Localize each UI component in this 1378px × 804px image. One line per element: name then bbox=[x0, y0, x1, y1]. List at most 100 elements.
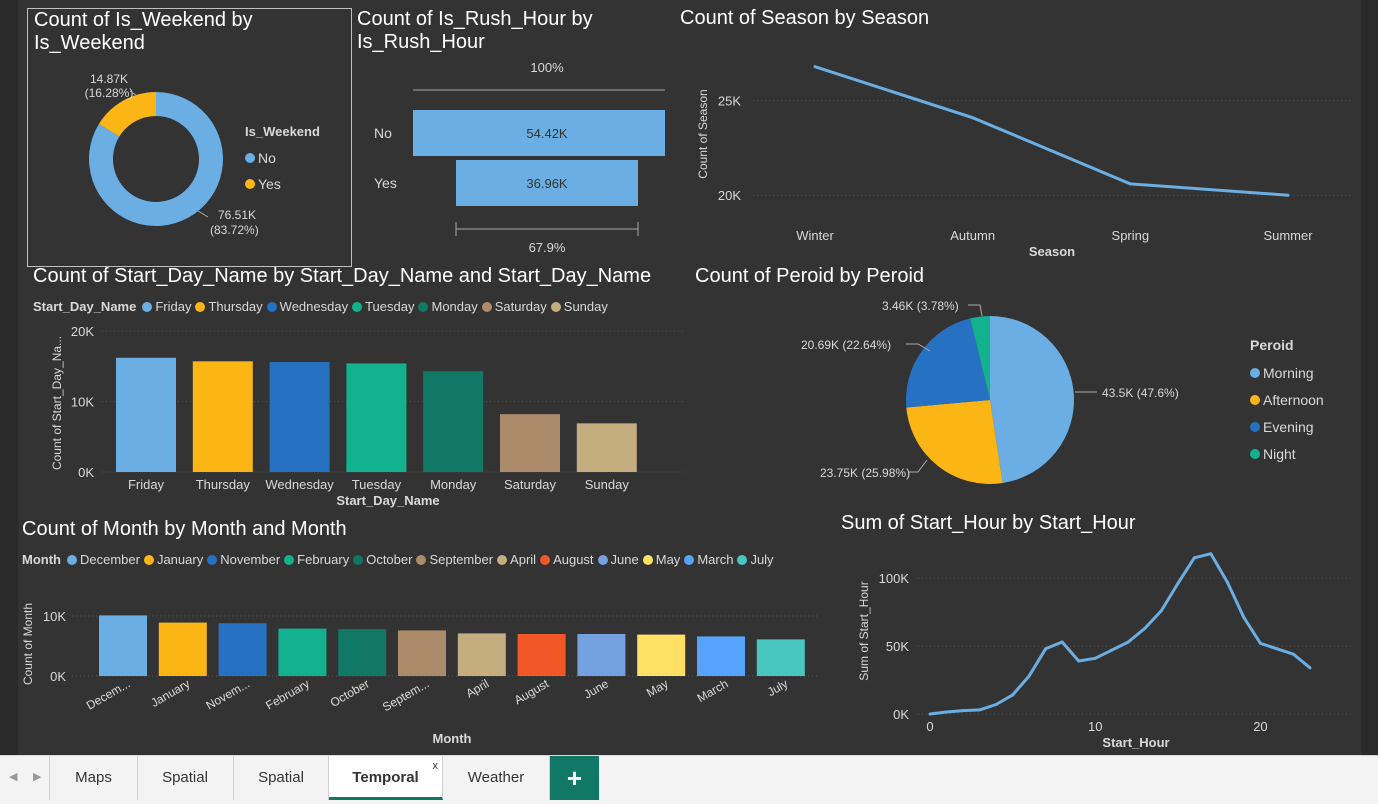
tab-temporal[interactable]: Temporal x bbox=[329, 756, 443, 800]
rush-title-line1: Count of Is_Rush_Hour by bbox=[357, 8, 593, 30]
month-legend-title: Month bbox=[22, 552, 61, 567]
month-bar bbox=[278, 628, 327, 676]
month-legend-item[interactable]: November bbox=[207, 552, 280, 567]
period-legend-item[interactable]: Morning bbox=[1250, 359, 1324, 386]
month-xtick: February bbox=[263, 676, 312, 712]
tab-spatial-1[interactable]: Spatial bbox=[137, 756, 234, 800]
day-chart-title: Count of Start_Day_Name by Start_Day_Nam… bbox=[33, 265, 652, 287]
tab-scroll-right-icon[interactable]: ▶ bbox=[33, 771, 42, 783]
hour-point bbox=[1242, 616, 1246, 620]
hour-point bbox=[1209, 552, 1213, 556]
hour-xtick: 10 bbox=[1088, 719, 1102, 734]
day-legend-item[interactable]: Saturday bbox=[481, 299, 547, 314]
period-morning-label: 43.5K (47.6%) bbox=[1102, 386, 1179, 400]
month-legend-label: June bbox=[610, 552, 639, 567]
rush-chart-title: Count of Is_Rush_Hour by Is_Rush_Hour bbox=[357, 8, 593, 54]
hour-ytick: 50K bbox=[886, 639, 909, 654]
rush-top-pct: 100% bbox=[530, 60, 564, 75]
hour-point bbox=[1143, 626, 1147, 630]
canvas-right-margin bbox=[1361, 0, 1378, 755]
weekend-chart-title: Count of Is_Weekend by Is_Weekend bbox=[34, 9, 253, 55]
hour-xtick: 20 bbox=[1253, 719, 1267, 734]
season-xtick: Spring bbox=[1112, 228, 1150, 243]
tab-maps[interactable]: Maps bbox=[49, 756, 138, 800]
day-ytick: 20K bbox=[71, 324, 94, 339]
period-legend-item[interactable]: Evening bbox=[1250, 413, 1324, 440]
period-legend-label: Morning bbox=[1263, 364, 1314, 381]
rush-hour-funnel-visual[interactable]: Count of Is_Rush_Hour by Is_Rush_Hour 10… bbox=[355, 8, 665, 260]
month-bar bbox=[457, 633, 506, 676]
month-legend-label: December bbox=[79, 552, 140, 567]
month-legend-item[interactable]: April bbox=[497, 552, 536, 567]
day-bar-saturday bbox=[500, 414, 560, 472]
month-xtick: August bbox=[512, 676, 552, 707]
start-hour-line-visual[interactable]: Sum of Start_Hour by Start_Hour 100K 50K 0… bbox=[833, 509, 1353, 753]
season-line-visual[interactable]: Count of Season by Season 25K 20K Winter Au… bbox=[673, 4, 1353, 262]
rush-bar-yes bbox=[455, 160, 639, 206]
tab-weather[interactable]: Weather bbox=[443, 756, 550, 800]
month-legend-item[interactable]: January bbox=[143, 552, 204, 567]
day-legend-label: Tuesday bbox=[365, 299, 415, 314]
day-legend-item[interactable]: Friday bbox=[142, 299, 191, 314]
season-ytick: 20K bbox=[718, 188, 741, 203]
rush-title-line2: Is_Rush_Hour bbox=[357, 31, 485, 53]
day-legend-item[interactable]: Wednesday bbox=[266, 299, 348, 314]
tab-maps-label: Maps bbox=[75, 769, 112, 786]
month-bar-visual[interactable]: Count of Month by Month and Month Month … bbox=[18, 516, 818, 752]
day-legend-item[interactable]: Tuesday bbox=[352, 299, 414, 314]
day-legend-item[interactable]: Thursday bbox=[195, 299, 263, 314]
legend-dot-icon bbox=[207, 554, 218, 565]
month-bar bbox=[99, 615, 147, 676]
month-legend-item[interactable]: September bbox=[416, 552, 493, 567]
hour-point bbox=[1077, 659, 1081, 663]
day-legend: Start_Day_Name Friday Thursday Wednesday Tu… bbox=[33, 299, 612, 314]
month-legend-item[interactable]: August bbox=[540, 552, 594, 567]
rush-bar-value: 36.96K bbox=[526, 176, 568, 191]
legend-dot-icon bbox=[1250, 367, 1260, 378]
weekend-legend-yes-label: Yes bbox=[258, 176, 281, 192]
month-legend-label: January bbox=[156, 552, 204, 567]
pie-slice-night bbox=[970, 316, 990, 400]
month-legend-item[interactable]: March bbox=[684, 552, 733, 567]
period-pie-svg: 43.5K (47.6%) 23.75K (25.98%) 20.69K (22.6… bbox=[801, 299, 1179, 484]
day-legend-item[interactable]: Sunday bbox=[550, 299, 608, 314]
hour-point bbox=[1159, 609, 1163, 613]
weekend-yes-pct-label: (16.28%) bbox=[85, 86, 134, 100]
add-page-button[interactable]: + bbox=[550, 756, 599, 800]
weekend-donut-visual[interactable]: Count of Is_Weekend by Is_Weekend 14.87K… bbox=[27, 8, 352, 267]
period-pie-visual[interactable]: Count of Peroid by Peroid 43.5K (47.6%) 2… bbox=[688, 263, 1353, 503]
period-legend-item[interactable]: Night bbox=[1250, 440, 1324, 467]
month-legend-item[interactable]: October bbox=[353, 552, 412, 567]
period-legend-item[interactable]: Afternoon bbox=[1250, 386, 1324, 413]
season-point bbox=[1128, 182, 1132, 186]
close-tab-icon[interactable]: x bbox=[432, 760, 439, 772]
tab-scroll-left-icon[interactable]: ◀ bbox=[9, 771, 18, 783]
season-point bbox=[813, 65, 817, 69]
month-legend-label: November bbox=[220, 552, 281, 567]
weekend-legend-no[interactable]: No bbox=[245, 145, 320, 171]
period-legend-label: Night bbox=[1263, 445, 1296, 462]
hour-point bbox=[928, 712, 932, 716]
month-ylabel: Count of Month bbox=[21, 603, 35, 685]
hour-point bbox=[1093, 656, 1097, 660]
hour-point bbox=[994, 702, 998, 706]
period-legend-title: Peroid bbox=[1250, 337, 1294, 353]
day-ylabel: Count of Start_Day_Na... bbox=[50, 336, 64, 470]
day-bar-tuesday bbox=[346, 363, 407, 472]
day-name-bar-visual[interactable]: Count of Start_Day_Name by Start_Day_Nam… bbox=[24, 263, 684, 513]
tab-spatial-2[interactable]: Spatial bbox=[234, 756, 329, 800]
legend-dot-icon bbox=[1250, 448, 1260, 459]
weekend-no-leader bbox=[197, 210, 209, 218]
legend-dot-icon bbox=[142, 301, 153, 312]
report-canvas: Count of Is_Weekend by Is_Weekend 14.87K… bbox=[18, 0, 1361, 755]
month-legend-item[interactable]: February bbox=[284, 552, 349, 567]
legend-dot-icon bbox=[737, 554, 748, 565]
weekend-legend-yes[interactable]: Yes bbox=[245, 171, 320, 197]
month-xtick: Decem... bbox=[84, 676, 133, 712]
month-legend-item[interactable]: May bbox=[642, 552, 680, 567]
day-legend-item[interactable]: Monday bbox=[418, 299, 478, 314]
month-legend-item[interactable]: June bbox=[597, 552, 639, 567]
month-legend-item[interactable]: July bbox=[737, 552, 774, 567]
legend-dot-icon bbox=[245, 153, 255, 163]
month-legend-item[interactable]: December bbox=[66, 552, 140, 567]
